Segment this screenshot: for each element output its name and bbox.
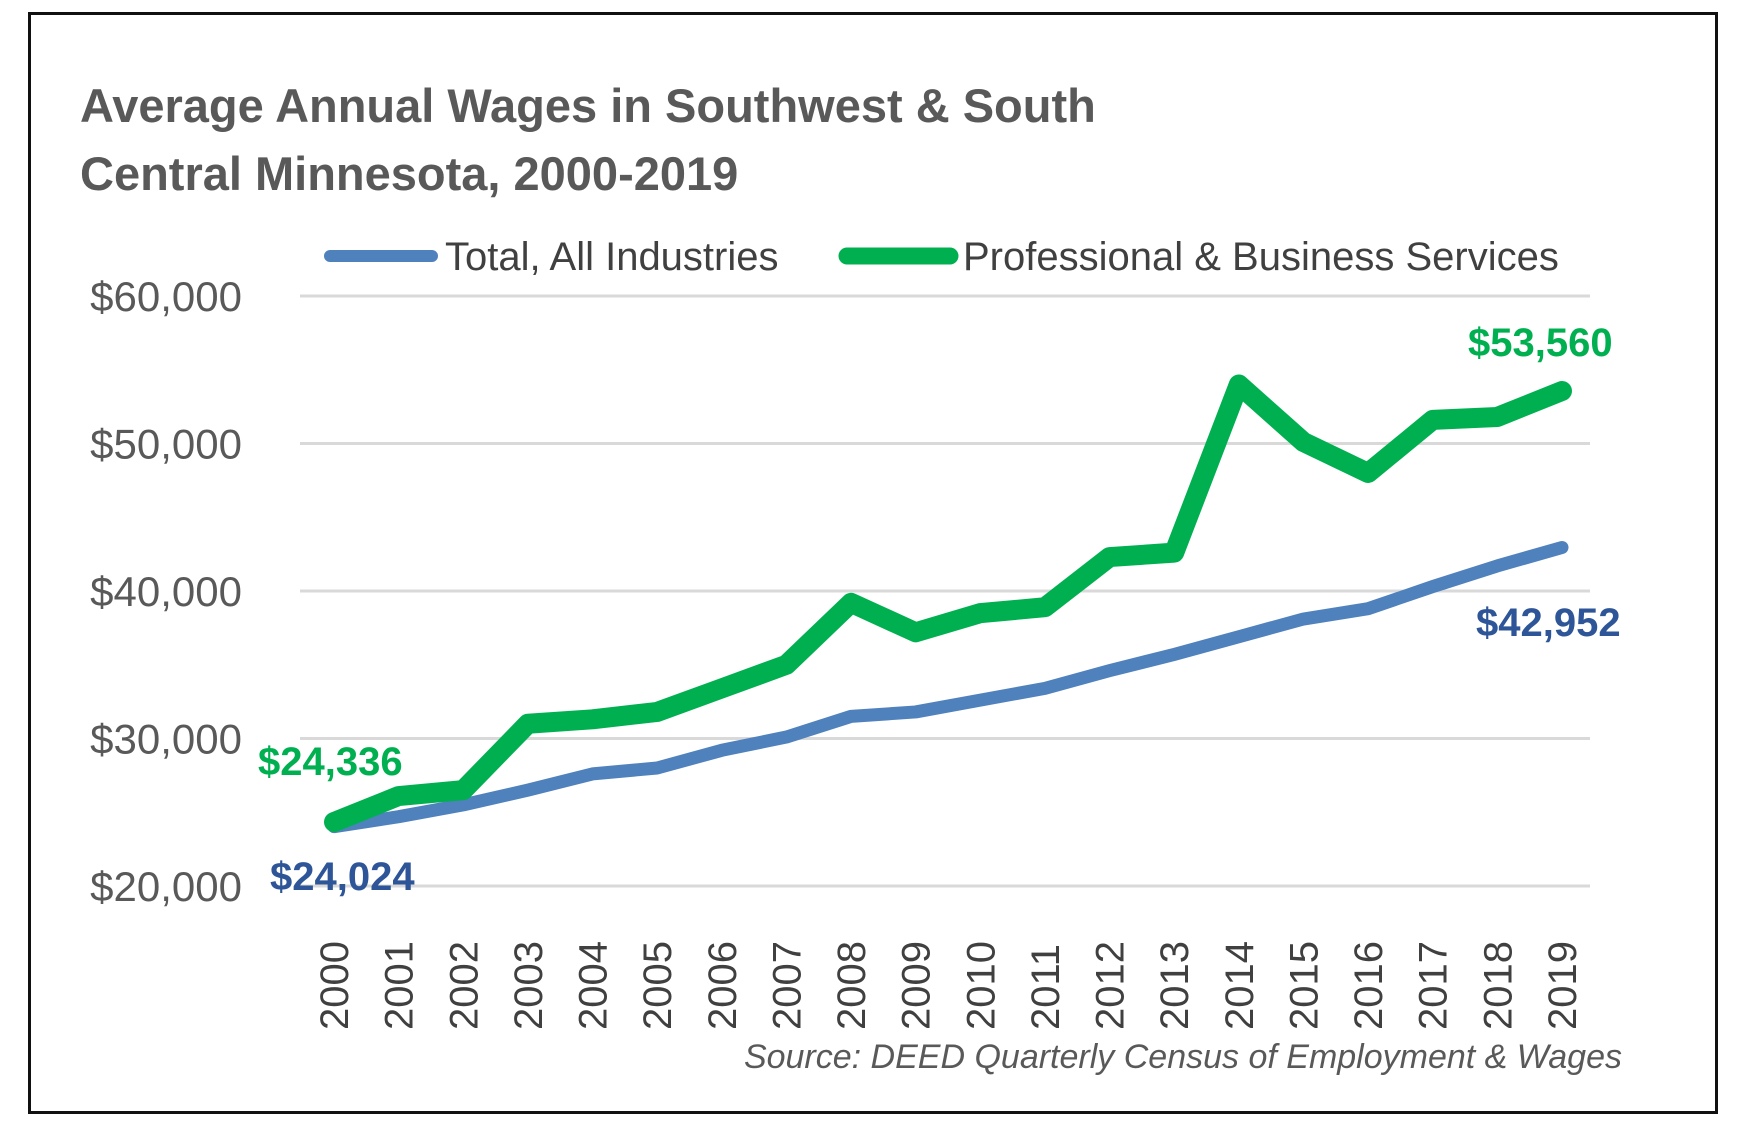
x-tick-label: 2012 [1089,941,1133,1030]
x-tick-label: 2005 [636,941,680,1030]
x-tick-label: 2008 [830,941,874,1030]
legend: Total, All Industries Professional & Bus… [324,235,1559,279]
x-tick-label: 2018 [1476,941,1520,1030]
y-tick-label: $50,000 [90,421,242,468]
chart-frame [28,12,1718,1114]
x-tick-label: 2007 [765,941,809,1030]
data-label-total-2019: $42,952 [1476,601,1621,645]
source-note: Source: DEED Quarterly Census of Employm… [744,1038,1622,1076]
y-tick-label: $40,000 [90,568,242,615]
chart-title-line-1: Average Annual Wages in Southwest & Sout… [80,79,1096,132]
x-tick-label: 2004 [572,941,616,1030]
x-tick-label: 2010 [959,941,1003,1030]
series-lines [324,374,1572,834]
x-tick-label: 2017 [1412,941,1456,1030]
x-tick-label: 2019 [1541,941,1585,1030]
data-label-professional-2019: $53,560 [1468,321,1613,365]
legend-label-total: Total, All Industries [445,235,779,279]
x-axis-ticks: 2000 2001 2002 2003 2004 2005 2006 2007 2008 2009… [313,941,1585,1030]
chart-title-line-2: Central Minnesota, 2000-2019 [80,147,738,200]
gridlines [300,294,1590,888]
x-tick-label: 2016 [1347,941,1391,1030]
x-tick-label: 2009 [895,941,939,1030]
y-tick-label: $60,000 [90,273,242,320]
x-tick-label: 2000 [313,941,357,1030]
x-tick-label: 2006 [701,941,745,1030]
series-line-total [327,540,1569,834]
legend-label-professional: Professional & Business Services [963,235,1559,279]
y-tick-label: $20,000 [90,863,242,910]
y-tick-label: $30,000 [90,716,242,763]
y-axis-ticks: $60,000 $50,000 $40,000 $30,000 $20,000 [90,273,242,910]
x-tick-label: 2015 [1282,941,1326,1030]
series-line-professional [324,374,1572,833]
x-tick-label: 2011 [1024,944,1068,1030]
x-tick-label: 2002 [442,941,486,1030]
x-tick-label: 2003 [507,941,551,1030]
x-tick-label: 2001 [378,941,422,1030]
x-tick-label: 2013 [1153,941,1197,1030]
x-tick-label: 2014 [1218,941,1262,1030]
data-label-total-2000: $24,024 [270,855,415,899]
data-label-professional-2000: $24,336 [258,740,403,784]
